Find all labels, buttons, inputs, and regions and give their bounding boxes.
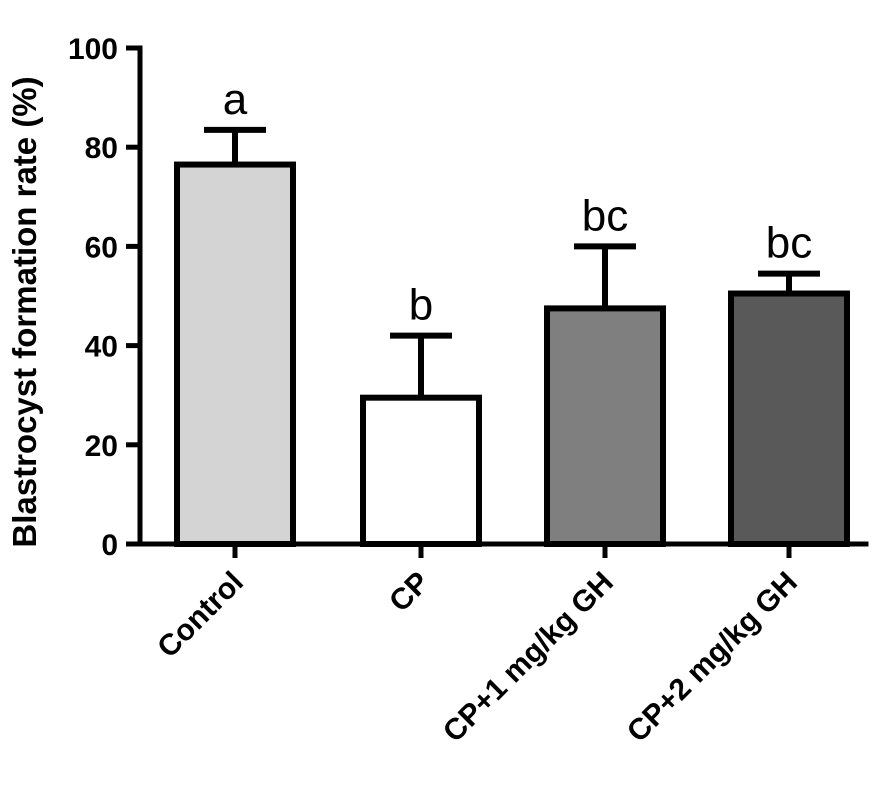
y-tick-label: 0 <box>101 529 118 562</box>
significance-label: bc <box>766 219 812 268</box>
bars <box>174 161 850 547</box>
y-tick-label: 100 <box>68 33 118 66</box>
y-tick-label: 20 <box>85 430 118 463</box>
error-bars <box>204 126 820 398</box>
significance-label: a <box>223 75 248 124</box>
category-label: Control <box>151 566 250 665</box>
bar-cp-1-mg-kg-gh <box>544 305 666 547</box>
bar-cp-2-mg-kg-gh <box>728 290 850 547</box>
significance-label: bc <box>582 191 628 240</box>
category-label: CP+1 mg/kg GH <box>437 566 620 749</box>
category-label: CP+2 mg/kg GH <box>621 566 804 749</box>
y-tick-label: 40 <box>85 331 118 364</box>
bar-control <box>174 161 296 547</box>
y-tick-label: 80 <box>85 132 118 165</box>
bar-cp <box>360 394 482 547</box>
y-axis-label: Blastrocyst formation rate (%) <box>6 76 43 547</box>
significance-labels: a b bc bc <box>223 75 812 330</box>
y-tick-label: 60 <box>85 231 118 264</box>
y-axis: 0 20 40 60 80 100 <box>68 33 143 562</box>
category-labels: Control CP CP+1 mg/kg GH CP+2 mg/kg GH <box>151 566 804 749</box>
category-label: CP <box>383 566 436 619</box>
significance-label: b <box>409 281 433 330</box>
